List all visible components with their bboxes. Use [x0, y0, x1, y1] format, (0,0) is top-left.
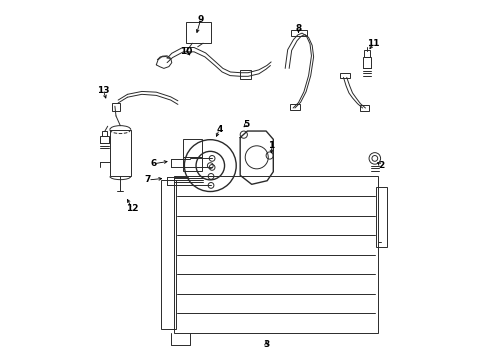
Text: 6: 6	[150, 159, 157, 168]
Bar	[362, 57, 370, 68]
Text: 8: 8	[295, 24, 301, 33]
Bar	[375, 187, 386, 247]
Bar	[182, 139, 202, 157]
Text: 7: 7	[144, 175, 151, 184]
Bar	[160, 180, 175, 329]
Text: 4: 4	[216, 125, 222, 134]
Bar	[291, 30, 307, 36]
Bar	[102, 131, 107, 136]
Bar	[289, 104, 300, 110]
Bar	[240, 70, 250, 79]
Bar	[174, 176, 377, 333]
Bar	[186, 22, 211, 43]
Bar	[359, 105, 368, 111]
Bar	[363, 50, 369, 57]
Bar	[112, 103, 120, 111]
Bar	[182, 157, 202, 171]
Bar	[110, 130, 130, 176]
Text: 11: 11	[366, 39, 379, 48]
Text: 9: 9	[197, 15, 203, 24]
Text: 13: 13	[97, 86, 109, 95]
Text: 10: 10	[180, 46, 192, 55]
Bar	[101, 136, 109, 144]
Text: 3: 3	[263, 341, 269, 349]
Text: 2: 2	[377, 161, 384, 170]
Text: 5: 5	[243, 120, 249, 129]
Bar	[340, 73, 349, 78]
Text: 1: 1	[268, 141, 274, 150]
Text: 12: 12	[126, 204, 138, 213]
